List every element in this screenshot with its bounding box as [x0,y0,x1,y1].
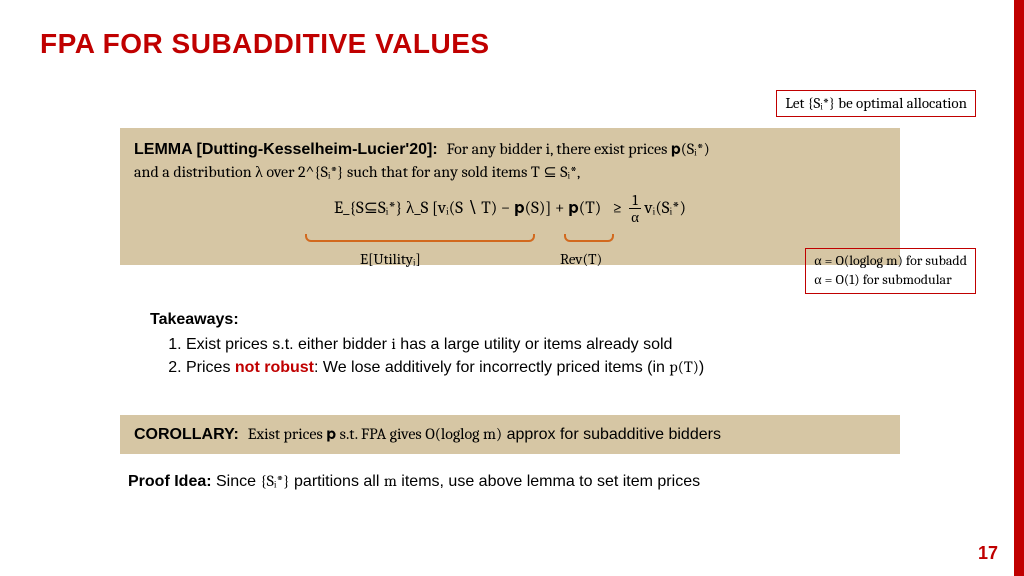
brace-utility [305,234,535,242]
t1c: has a large utility or items already sol… [396,336,673,353]
lemma-box: LEMMA [Dutting-Kesselheim-Lucier'20]: Fo… [120,128,900,265]
takeaways-head: Takeaways: [150,311,239,328]
slide-title: FPA FOR SUBADDITIVE VALUES [40,28,490,60]
pa: Since [212,473,261,490]
proof-idea: Proof Idea: Since {Sᵢ*} partitions all m… [128,472,700,491]
proof-head: Proof Idea: [128,473,212,490]
pd: m [384,472,397,490]
t2d: ) [699,359,704,376]
callout-text: Let {Sᵢ*} be optimal allocation [785,94,967,112]
lemma-body1-text: For any bidder i, there exist prices 𝐩(S… [447,140,710,158]
cor-c: approx for subadditive bidders [502,426,721,443]
brace-rev-label: Rev(T) [560,250,602,268]
pb: {Sᵢ*} [260,472,289,490]
formula-left: E_{S⊆Sᵢ*} λ_S [vᵢ(S ∖ T) − 𝐩(S)] + 𝐩(T) [334,199,601,218]
frac-num: 1 [629,193,640,209]
callout-optimal-allocation: Let {Sᵢ*} be optimal allocation [776,90,976,117]
lemma-formula: E_{S⊆Sᵢ*} λ_S [vᵢ(S ∖ T) − 𝐩(S)] + 𝐩(T) … [134,193,886,225]
alpha-callout: α = O(loglog m) for subadd α = O(1) for … [805,248,976,294]
pc: partitions all [290,473,384,490]
takeaway-2: Prices not robust: We lose additively fo… [186,356,910,379]
frac-den: α [629,209,640,225]
brace-rev [564,234,614,242]
page-number: 17 [978,543,998,564]
cor-a: Exist prices 𝐩 s.t. FPA gives [248,425,425,443]
formula-geq: ≥ [612,199,621,218]
accent-bar [1014,0,1024,576]
t2red: not robust [235,359,314,376]
takeaway-1: Exist prices s.t. either bidder i has a … [186,333,910,356]
brace-utility-label: E[Utilityᵢ] [360,250,421,269]
corollary-box: COROLLARY: Exist prices 𝐩 s.t. FPA gives… [120,415,900,454]
lemma-head: LEMMA [Dutting-Kesselheim-Lucier'20]: [134,141,438,158]
takeaways-block: Takeaways: Exist prices s.t. either bidd… [150,308,910,380]
pe: items, use above lemma to set item price… [397,473,700,490]
corollary-head: COROLLARY: [134,426,239,443]
alpha-line2: α = O(1) for submodular [814,271,967,290]
t2a: Prices [186,359,235,376]
t1a: Exist prices s.t. either bidder [186,336,391,353]
alpha-line1: α = O(loglog m) for subadd [814,252,967,271]
t2c: p(T) [669,358,698,376]
formula-fraction: 1 α [629,193,640,225]
formula-tail: vᵢ(Sᵢ*) [645,199,687,218]
cor-b: O(loglog m) [425,425,502,443]
t2b: : We lose additively for incorrectly pri… [314,359,669,376]
lemma-body-2: and a distribution λ over 2^{Sᵢ*} such t… [134,163,580,181]
